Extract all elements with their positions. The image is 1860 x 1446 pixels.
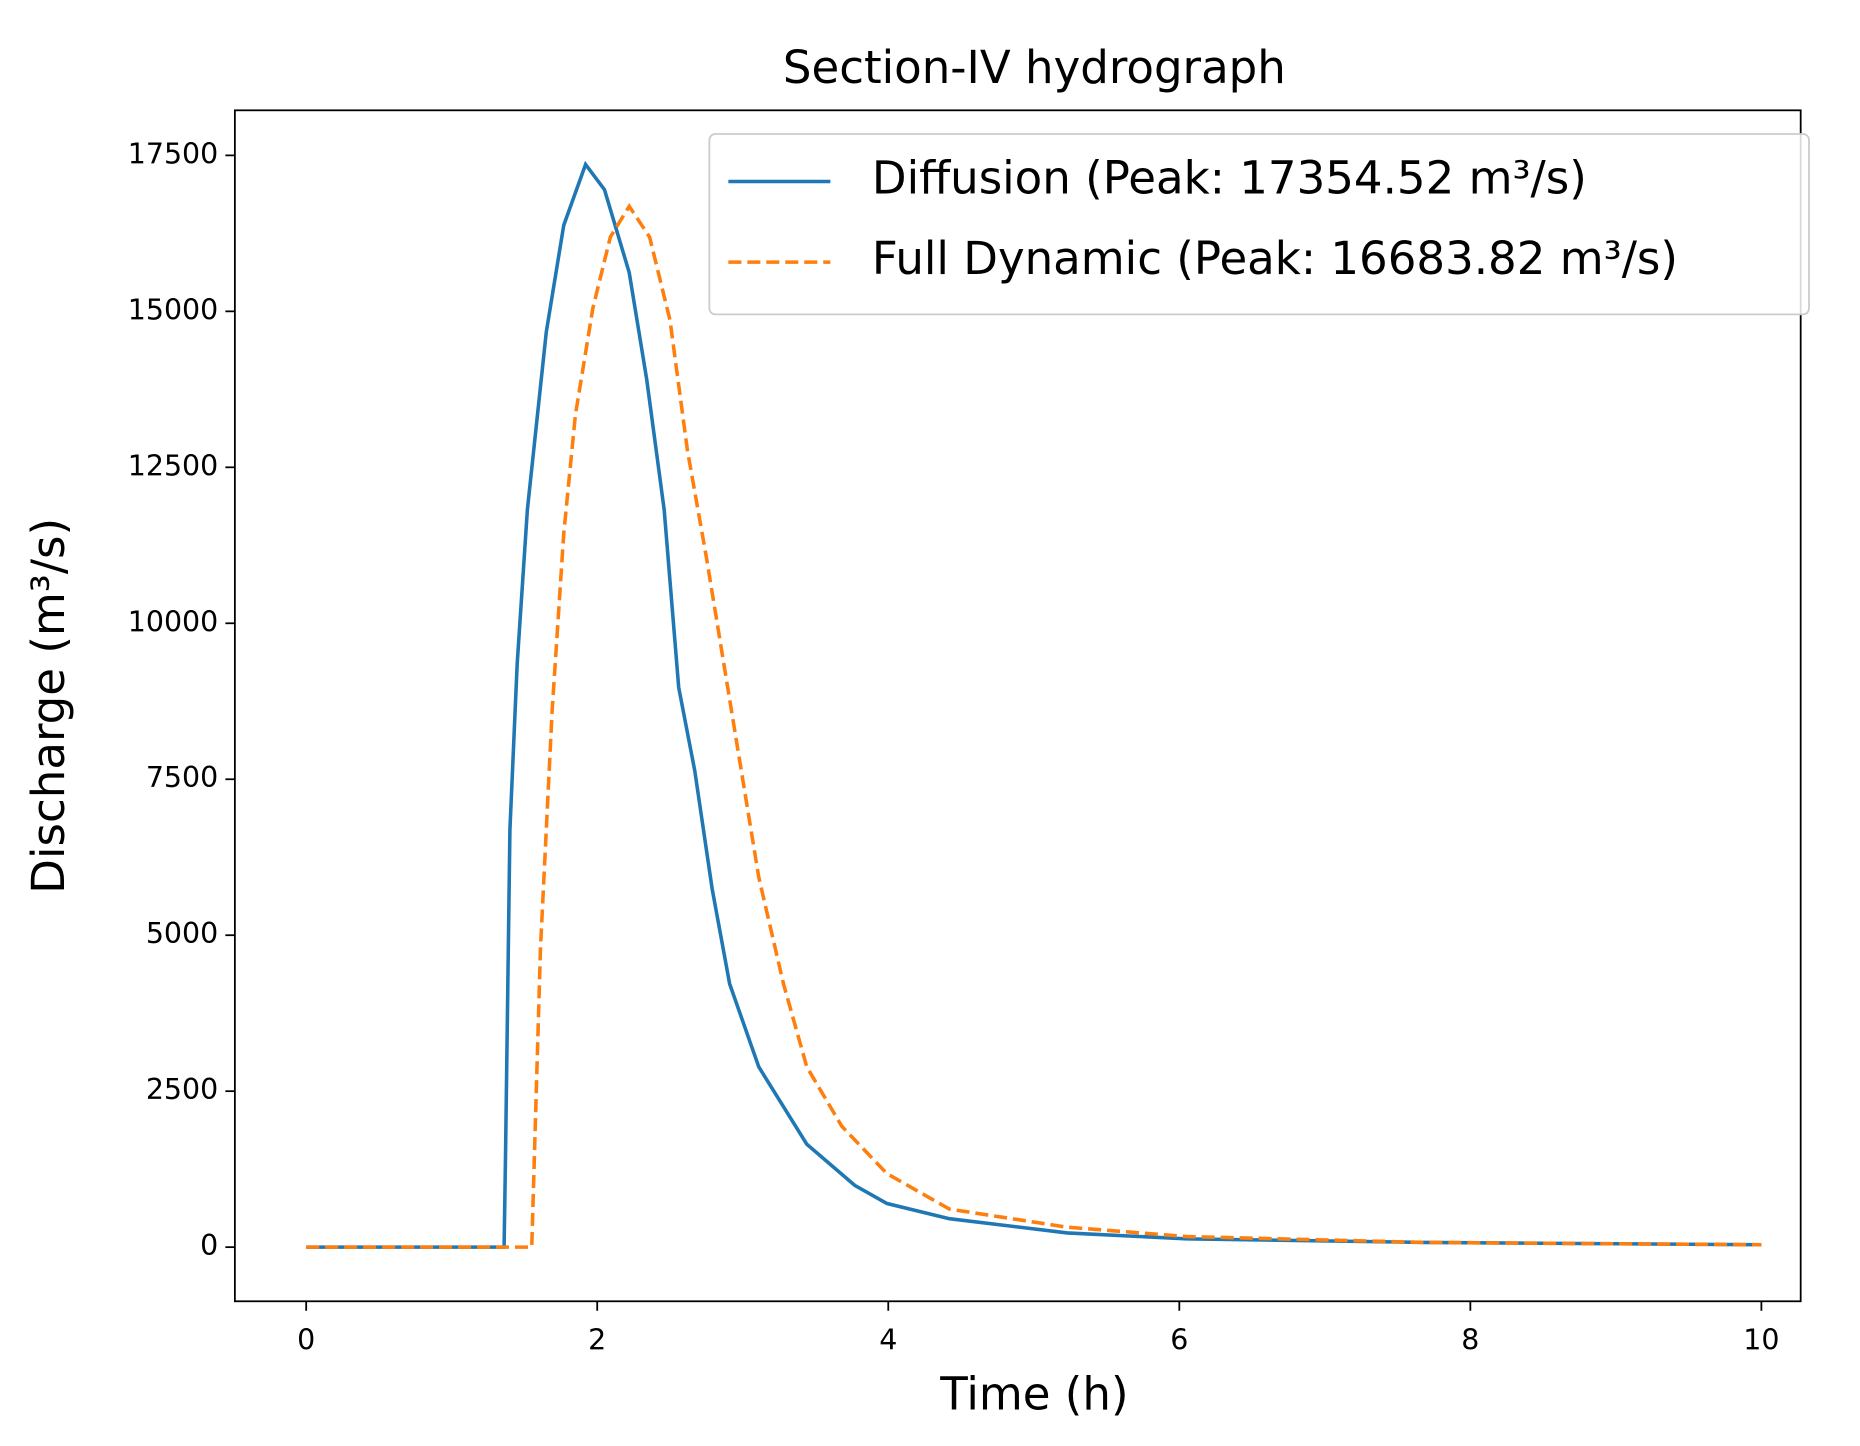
x-tick-label: 6	[1170, 1324, 1188, 1357]
x-tick-label: 10	[1743, 1324, 1779, 1357]
x-tick-label: 4	[879, 1324, 897, 1357]
x-axis-label: Time (h)	[939, 1367, 1128, 1420]
y-tick-label: 10000	[128, 605, 219, 638]
axes-frame	[233, 109, 1802, 1303]
y-tick-label: 15000	[128, 293, 219, 326]
data-line	[306, 202, 1762, 1249]
x-tick-label: 8	[1461, 1324, 1479, 1357]
x-tick-label: 0	[297, 1324, 315, 1357]
legend-box	[708, 133, 1810, 316]
x-tick-label: 2	[588, 1324, 606, 1357]
y-tick-label: 17500	[128, 137, 219, 170]
legend-label: Diffusion (Peak: 17354.52 m³/s)	[872, 151, 1587, 204]
chart-title: Section-IV hydrograph	[783, 41, 1286, 94]
y-tick-label: 7500	[146, 761, 218, 794]
y-axis-label: Discharge (m³/s)	[22, 518, 75, 894]
legend: Diffusion (Peak: 17354.52 m³/s) Full Dyna…	[708, 133, 1810, 316]
y-tick-label: 12500	[128, 449, 219, 482]
y-tick-label: 5000	[146, 917, 218, 950]
legend-label: Full Dynamic (Peak: 16683.82 m³/s)	[872, 232, 1678, 285]
y-tick-label: 2500	[146, 1073, 218, 1106]
y-tick-label: 0	[200, 1229, 218, 1262]
data-line	[306, 160, 1762, 1249]
